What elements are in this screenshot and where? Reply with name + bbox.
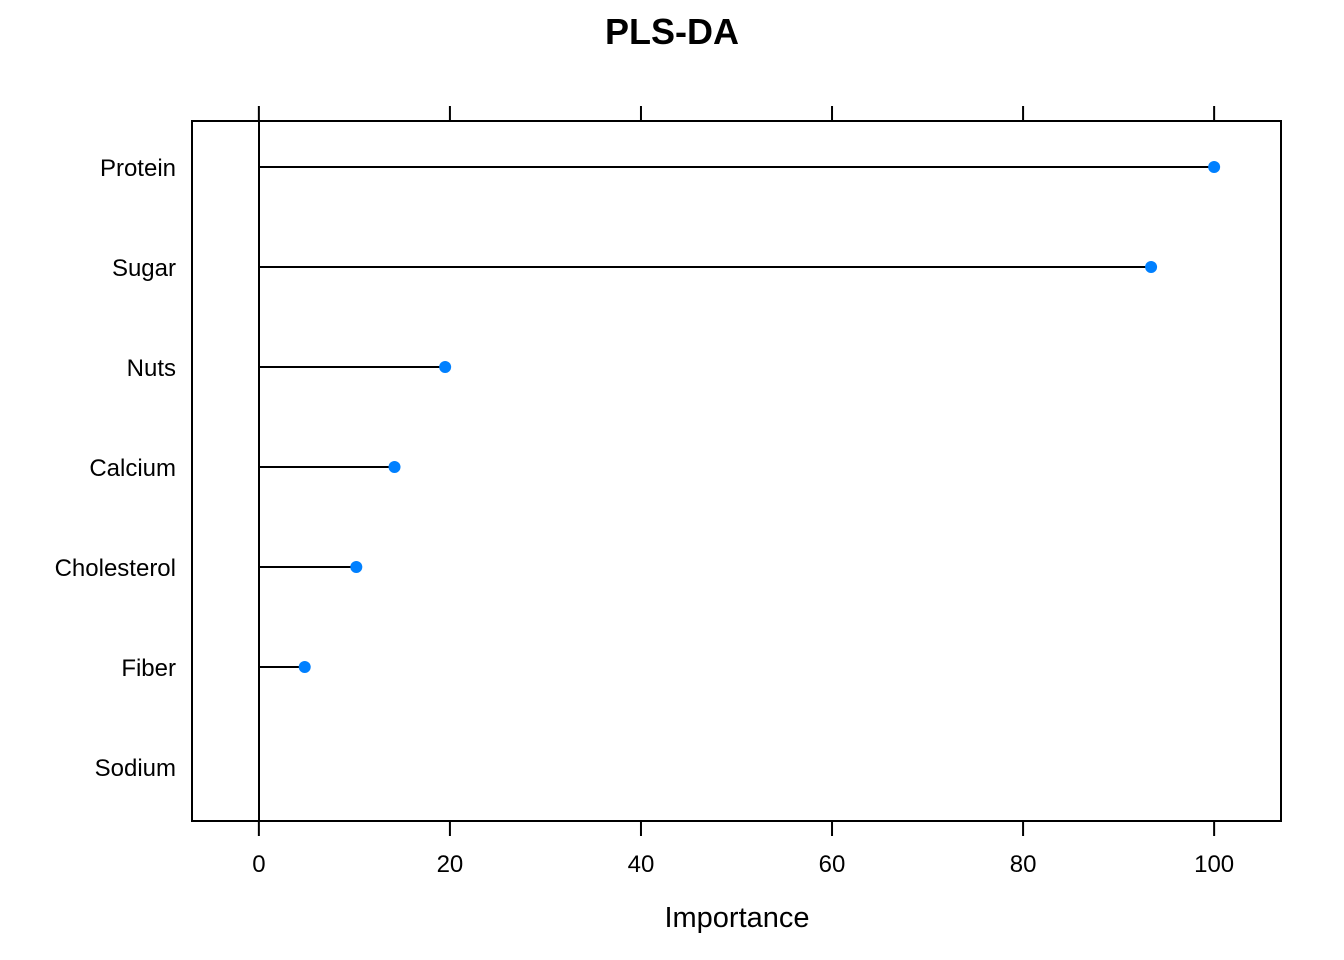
x-axis-title: Importance (664, 902, 809, 934)
category-label: Cholesterol (55, 555, 176, 582)
x-ticks-top (257, 106, 1216, 121)
point-cholesterol (350, 561, 363, 573)
stems (258, 166, 1215, 668)
x-ticks-bottom (257, 821, 1216, 836)
category-labels: Protein Sugar Nuts Calcium Cholesterol Fiber S… (55, 155, 176, 782)
x-tick-label: 20 (437, 851, 464, 878)
point-nuts (439, 361, 452, 373)
x-tick-labels: 0 20 40 60 80 100 (252, 851, 1234, 878)
x-tick-label: 0 (252, 851, 265, 878)
point-calcium (388, 461, 401, 473)
category-label: Sugar (112, 255, 176, 282)
category-label: Fiber (121, 655, 176, 682)
x-tick-label: 80 (1010, 851, 1037, 878)
point-sugar (1145, 261, 1158, 273)
chart-title: PLS-DA (605, 11, 739, 52)
point-fiber (298, 661, 311, 673)
x-tick-label: 40 (628, 851, 655, 878)
points (298, 161, 1221, 673)
category-label: Sodium (95, 755, 176, 782)
category-label: Calcium (89, 455, 176, 482)
category-label: Protein (100, 155, 176, 182)
point-protein (1208, 161, 1221, 173)
category-label: Nuts (127, 355, 176, 382)
plot-frame (191, 120, 1282, 822)
x-tick-label: 100 (1194, 851, 1234, 878)
x-tick-label: 60 (819, 851, 846, 878)
